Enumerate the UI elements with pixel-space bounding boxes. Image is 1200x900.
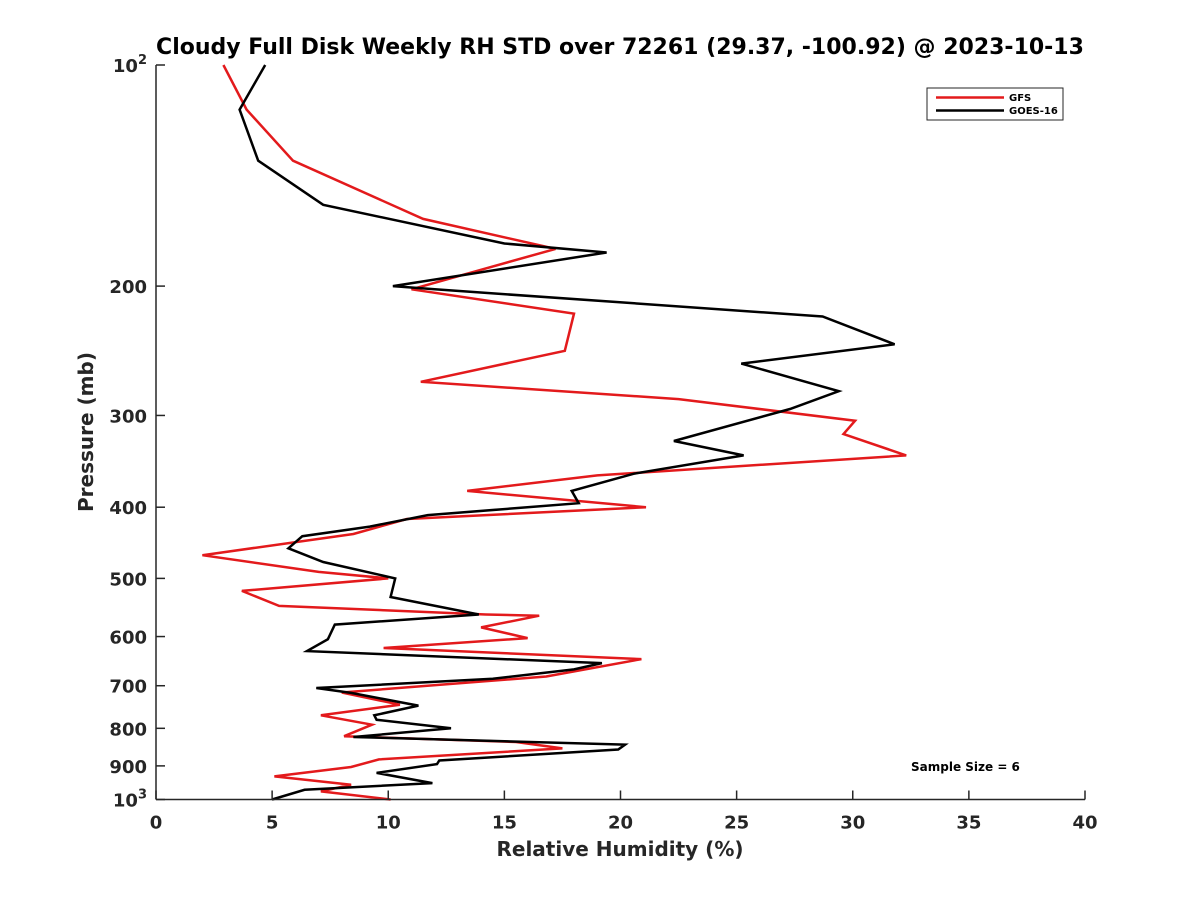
y-tick-label: 300 [109, 406, 147, 427]
x-tick-label: 20 [608, 813, 633, 834]
y-tick-exponent: 2 [138, 53, 147, 68]
y-tick-label: 800 [109, 719, 147, 740]
chart-title: Cloudy Full Disk Weekly RH STD over 7226… [156, 35, 1084, 60]
legend-box [926, 87, 1064, 121]
y-tick-label: 700 [109, 677, 147, 698]
sample-size-annotation: Sample Size = 6 [911, 760, 1020, 774]
y-tick-label: 400 [109, 498, 147, 519]
y-tick-label: 500 [109, 569, 147, 590]
x-axis-label: Relative Humidity (%) [496, 837, 743, 861]
y-tick-exponent: 3 [138, 788, 147, 803]
x-tick-label: 5 [266, 813, 279, 834]
y-axis-label: Pressure (mb) [74, 352, 98, 512]
x-ticks: 0 5 10 15 20 25 30 35 40 [150, 790, 1098, 834]
plot-area: 0 5 10 15 20 25 30 35 40 102 200 300 400 500 600 700 80… [109, 53, 1097, 834]
x-tick-label: 0 [150, 813, 163, 834]
y-tick-label: 900 [109, 757, 147, 778]
series-lines [202, 64, 907, 801]
x-tick-label: 25 [724, 813, 749, 834]
x-tick-label: 30 [840, 813, 865, 834]
x-tick-label: 15 [492, 813, 517, 834]
y-tick-label: 200 [109, 277, 147, 298]
legend: GFS GOES-16 [926, 87, 1064, 121]
x-tick-label: 10 [376, 813, 401, 834]
legend-label-goes-16: GOES-16 [1009, 106, 1058, 117]
legend-label-gfs: GFS [1009, 93, 1031, 104]
y-tick-label: 600 [109, 628, 147, 649]
x-tick-label: 40 [1072, 813, 1097, 834]
y-tick-label: 102 [113, 53, 147, 77]
series-line-goes-16 [238, 64, 896, 801]
x-tick-label: 35 [956, 813, 981, 834]
